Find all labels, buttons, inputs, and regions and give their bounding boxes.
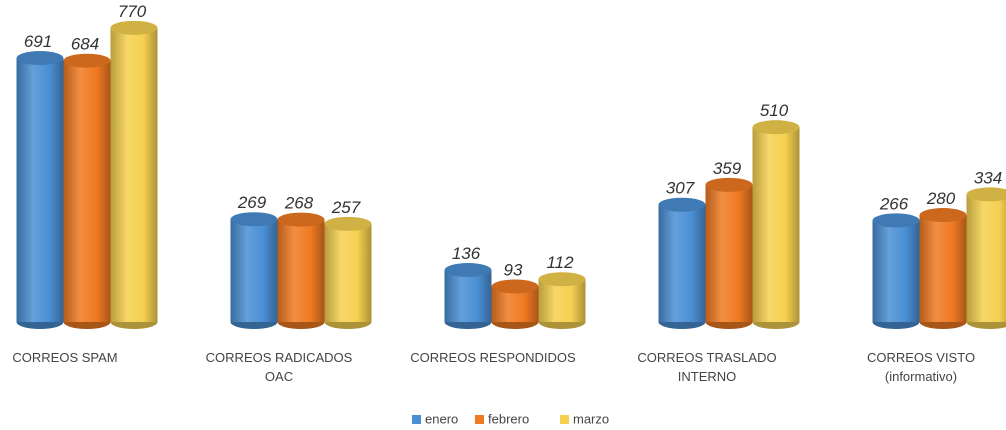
value-label: 257 xyxy=(331,198,361,217)
value-label: 770 xyxy=(118,2,147,21)
value-label: 266 xyxy=(879,194,909,213)
value-label: 269 xyxy=(237,193,267,212)
bar xyxy=(752,120,800,329)
value-label: 691 xyxy=(24,32,52,51)
legend-swatch xyxy=(560,415,569,424)
bar xyxy=(705,177,753,329)
value-label: 359 xyxy=(713,159,742,178)
bar xyxy=(491,279,539,329)
bar xyxy=(324,216,372,329)
legend-label: febrero xyxy=(488,411,529,426)
legend-swatch xyxy=(412,415,421,424)
value-label: 93 xyxy=(504,260,523,279)
bar xyxy=(63,53,111,329)
legend-label: enero xyxy=(425,411,458,426)
bar xyxy=(16,51,64,329)
x-tick-label: CORREOS RADICADOS OAC xyxy=(205,350,353,384)
bar xyxy=(230,212,278,329)
x-tick-label: CORREOS SPAM xyxy=(12,350,118,365)
value-label: 280 xyxy=(926,189,956,208)
bar xyxy=(658,197,706,329)
value-label: 268 xyxy=(284,194,314,213)
legend-swatch xyxy=(475,415,484,424)
bar xyxy=(966,187,1006,329)
value-label: 684 xyxy=(71,35,99,54)
bar xyxy=(538,272,586,329)
bar xyxy=(872,213,920,329)
value-label: 307 xyxy=(666,179,695,198)
bar xyxy=(444,263,492,329)
value-label: 334 xyxy=(974,168,1002,187)
legend-label: marzo xyxy=(573,411,609,426)
bar xyxy=(110,20,158,329)
bar xyxy=(919,208,967,329)
value-label: 510 xyxy=(760,101,789,120)
value-label: 112 xyxy=(546,253,574,272)
x-tick-label: CORREOS VISTO (informativo) xyxy=(866,350,976,384)
x-tick-label: CORREOS TRASLADO INTERNO xyxy=(637,350,777,384)
value-label: 136 xyxy=(452,244,481,263)
x-tick-label: CORREOS RESPONDIDOS xyxy=(410,350,576,365)
bar xyxy=(277,212,325,329)
